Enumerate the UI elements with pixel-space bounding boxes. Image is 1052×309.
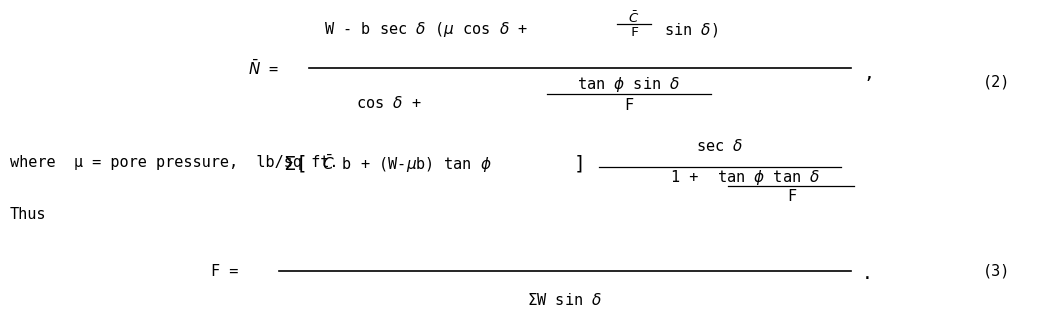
Text: $\bar{C}$ b + (W-$\mu$b) tan $\phi$: $\bar{C}$ b + (W-$\mu$b) tan $\phi$ <box>323 153 492 175</box>
Text: .: . <box>862 265 872 283</box>
Text: tan $\phi$ tan $\delta$: tan $\phi$ tan $\delta$ <box>716 168 820 187</box>
Text: ,: , <box>864 66 874 83</box>
Text: where  μ = pore pressure,  lb/sq ft.: where μ = pore pressure, lb/sq ft. <box>9 155 339 170</box>
Text: $\Sigma$[: $\Sigma$[ <box>283 154 305 174</box>
Text: ]: ] <box>573 154 585 173</box>
Text: sin $\delta$): sin $\delta$) <box>655 21 719 39</box>
Text: F: F <box>624 98 633 113</box>
Text: cos $\delta$ +: cos $\delta$ + <box>356 95 423 111</box>
Text: F =: F = <box>211 264 247 279</box>
Text: $\bar{N}$ =: $\bar{N}$ = <box>248 59 280 78</box>
Text: (3): (3) <box>984 264 1011 279</box>
Text: (2): (2) <box>984 74 1011 89</box>
Text: 1 +: 1 + <box>671 170 707 185</box>
Text: tan $\phi$ sin $\delta$: tan $\phi$ sin $\delta$ <box>578 75 681 94</box>
Text: $\bar{C}$: $\bar{C}$ <box>628 11 640 26</box>
Text: $\Sigma$W sin $\delta$: $\Sigma$W sin $\delta$ <box>527 292 603 308</box>
Text: F: F <box>630 26 639 39</box>
Text: sec $\delta$: sec $\delta$ <box>696 138 744 154</box>
Text: F: F <box>787 188 796 204</box>
Text: Thus: Thus <box>9 207 46 222</box>
Text: W - b sec $\delta$ ($\mu$ cos $\delta$ +: W - b sec $\delta$ ($\mu$ cos $\delta$ + <box>324 20 528 39</box>
